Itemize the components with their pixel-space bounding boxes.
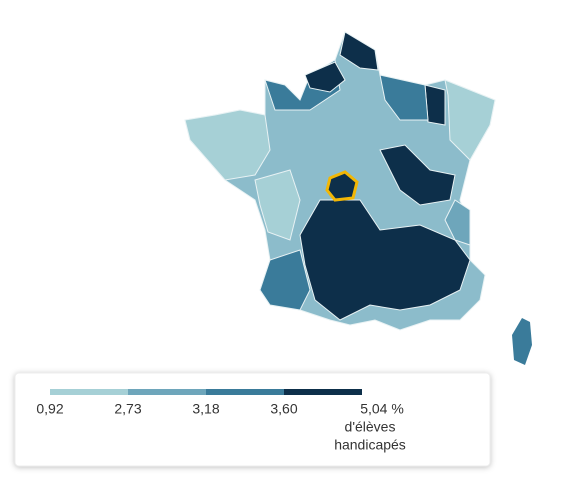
region <box>444 79 496 161</box>
legend-tick-label: 3,60 <box>270 401 297 417</box>
region <box>304 61 346 93</box>
legend-tick-label: 5,04 % <box>360 401 404 417</box>
region <box>444 199 471 246</box>
legend-tick-label: 3,18 <box>192 401 219 417</box>
region <box>379 74 429 121</box>
legend-swatch <box>50 389 128 395</box>
region <box>184 109 271 181</box>
legend: 0,92 2,73 3,18 3,60 5,04 % d'élèves handicapés <box>36 389 406 453</box>
region <box>259 249 311 311</box>
legend-swatch <box>128 389 206 395</box>
legend-tick-label: 2,73 <box>114 401 141 417</box>
region <box>379 144 456 206</box>
region <box>339 31 379 71</box>
highlighted-department <box>325 170 359 202</box>
france-mainland <box>184 31 496 331</box>
legend-swatch <box>284 389 362 395</box>
legend-caption: d'élèves <box>345 419 396 435</box>
legend-swatch <box>206 389 284 395</box>
legend-tick-label: 0,92 <box>36 401 63 417</box>
corsica <box>512 318 532 365</box>
region <box>299 199 471 321</box>
legend-caption: handicapés <box>334 437 406 453</box>
legend-box <box>14 372 491 467</box>
region <box>254 169 301 241</box>
